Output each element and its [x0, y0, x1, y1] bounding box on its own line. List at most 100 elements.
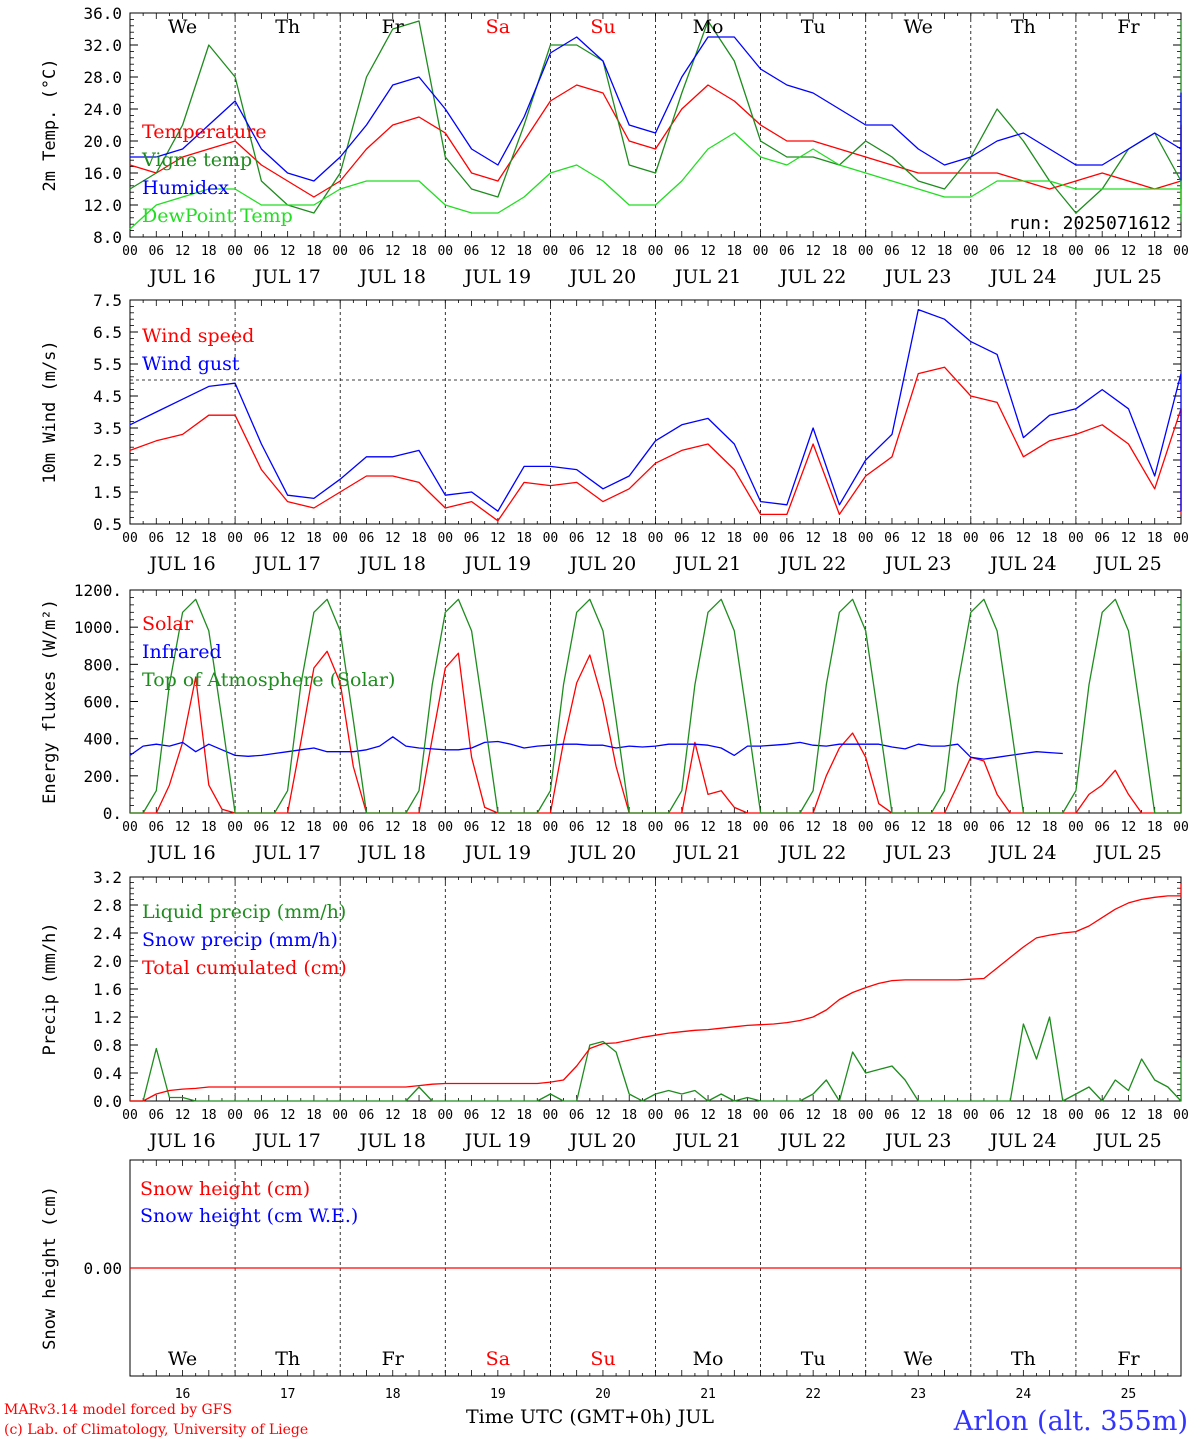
hour-tick-label: 18: [306, 531, 322, 546]
hour-tick-label: 18: [937, 244, 953, 259]
date-label: JUL 19: [463, 266, 531, 288]
hour-tick-label: 06: [1094, 244, 1110, 259]
y-axis-label: Energy fluxes (W/m²): [40, 599, 60, 804]
hour-tick-label: 00: [648, 531, 664, 546]
y-tick-label: 1.6: [93, 980, 122, 999]
hour-tick-label: 06: [359, 1108, 375, 1123]
hour-tick-label: 18: [621, 531, 637, 546]
series-line-red: [130, 884, 1182, 1102]
day-number-label: 17: [280, 1387, 296, 1402]
day-number-label: 22: [805, 1387, 821, 1402]
y-tick-label: 0.5: [93, 515, 122, 534]
hour-tick-label: 18: [621, 244, 637, 259]
date-label: JUL 20: [568, 842, 636, 864]
date-label: JUL 18: [358, 266, 426, 288]
legend-entry: Temperature: [142, 121, 266, 143]
hour-tick-label: 00: [753, 1108, 769, 1123]
hour-tick-label: 18: [1147, 820, 1163, 835]
date-label: JUL 23: [883, 266, 951, 288]
hour-tick-label: 00: [122, 531, 138, 546]
hour-tick-label: 12: [805, 820, 821, 835]
panel-temp: [129, 12, 1182, 238]
hour-tick-label: 06: [569, 244, 585, 259]
hour-tick-label: 12: [280, 820, 296, 835]
hour-tick-label: 06: [674, 244, 690, 259]
hour-tick-label: 12: [280, 531, 296, 546]
hour-tick-label: 06: [674, 1108, 690, 1123]
hour-tick-label: 00: [963, 531, 979, 546]
x-axis-title: Time UTC (GMT+0h) JUL: [466, 1406, 714, 1428]
hour-tick-label: 18: [726, 531, 742, 546]
hour-tick-label: 12: [910, 820, 926, 835]
hour-tick-label: 12: [175, 1108, 191, 1123]
hour-tick-label: 12: [1016, 820, 1032, 835]
hour-tick-label: 12: [700, 820, 716, 835]
hour-tick-label: 18: [832, 531, 848, 546]
hour-tick-label: 12: [805, 1108, 821, 1123]
hour-tick-label: 00: [227, 531, 243, 546]
hour-tick-label: 18: [516, 1108, 532, 1123]
hour-tick-label: 06: [148, 1108, 164, 1123]
hour-tick-label: 06: [254, 1108, 270, 1123]
hour-tick-label: 00: [963, 244, 979, 259]
hour-tick-label: 00: [437, 531, 453, 546]
hour-tick-label: 00: [648, 820, 664, 835]
hour-tick-label: 12: [1121, 1108, 1137, 1123]
date-label: JUL 16: [147, 842, 215, 864]
weekday-label: Fr: [382, 1348, 405, 1370]
y-tick-label: 2.4: [93, 924, 122, 943]
y-tick-label: 0.00: [83, 1259, 122, 1278]
hour-tick-label: 12: [175, 820, 191, 835]
hour-tick-label: 18: [411, 820, 427, 835]
weekday-label: We: [904, 16, 933, 38]
hour-tick-label: 12: [700, 531, 716, 546]
hour-tick-label: 18: [1147, 1108, 1163, 1123]
hour-tick-label: 00: [1068, 244, 1084, 259]
hour-tick-label: 00: [753, 820, 769, 835]
hour-tick-label: 06: [884, 820, 900, 835]
date-label: JUL 17: [252, 266, 320, 288]
hour-tick-label: 18: [832, 244, 848, 259]
weekday-label: Sa: [486, 1348, 510, 1370]
hour-tick-label: 06: [989, 1108, 1005, 1123]
series-line-blue: [129, 308, 1182, 512]
date-label: JUL 24: [988, 553, 1056, 575]
hour-tick-label: 12: [1121, 244, 1137, 259]
date-label: JUL 17: [252, 553, 320, 575]
series-line-blue: [129, 736, 1063, 760]
hour-tick-label: 06: [884, 244, 900, 259]
hour-tick-label: 06: [779, 531, 795, 546]
date-label: JUL 21: [673, 842, 741, 864]
hour-tick-label: 18: [411, 531, 427, 546]
weekday-label: Th: [275, 1348, 300, 1370]
hour-tick-label: 18: [937, 531, 953, 546]
hour-tick-label: 18: [1042, 820, 1058, 835]
hour-tick-label: 18: [937, 1108, 953, 1123]
hour-tick-label: 00: [332, 1108, 348, 1123]
hour-tick-label: 00: [753, 244, 769, 259]
y-tick-label: 3.2: [93, 868, 122, 887]
legend-entry: Solar: [142, 613, 194, 635]
hour-tick-label: 18: [516, 820, 532, 835]
y-tick-label: 1000.: [74, 618, 122, 637]
hour-tick-label: 18: [937, 820, 953, 835]
hour-tick-label: 18: [832, 1108, 848, 1123]
date-label: JUL 16: [147, 266, 215, 288]
date-label: JUL 22: [778, 266, 846, 288]
hour-tick-label: 18: [1042, 1108, 1058, 1123]
date-label: JUL 22: [778, 842, 846, 864]
hour-tick-label: 12: [1121, 531, 1137, 546]
hour-tick-label: 06: [884, 531, 900, 546]
y-tick-label: 800.: [83, 655, 122, 674]
hour-tick-label: 00: [1173, 531, 1189, 546]
hour-tick-label: 00: [122, 244, 138, 259]
hour-tick-label: 06: [569, 820, 585, 835]
date-label: JUL 20: [568, 553, 636, 575]
weekday-label: Sa: [486, 16, 510, 38]
hour-tick-label: 06: [359, 820, 375, 835]
day-number-label: 23: [910, 1387, 926, 1402]
credit-line: (c) Lab. of Climatology, University of L…: [4, 1422, 308, 1438]
weekday-label: Mo: [693, 16, 724, 38]
hour-tick-label: 18: [516, 244, 532, 259]
